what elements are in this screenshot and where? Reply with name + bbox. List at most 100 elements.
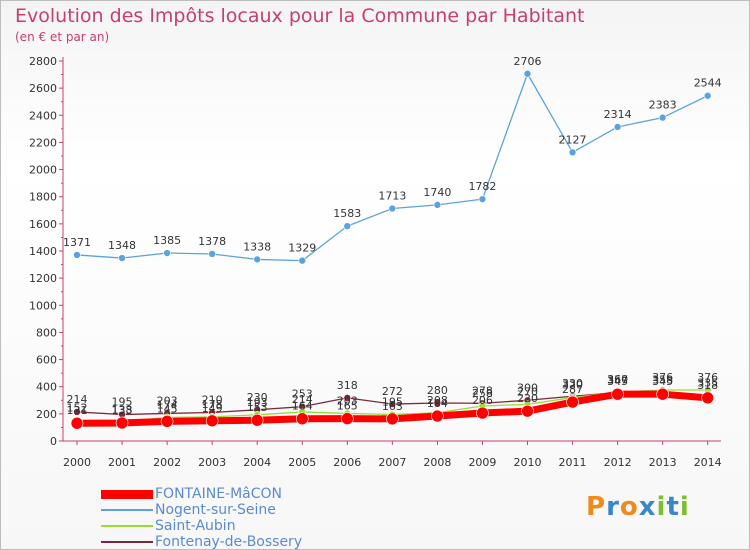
y-tick-label: 2400: [29, 109, 57, 122]
data-label: 203: [157, 394, 178, 407]
y-tick-label: 2000: [29, 164, 57, 177]
y-tick-label: 2200: [29, 136, 57, 149]
data-label: 210: [202, 394, 223, 407]
series-line-nogent-sur-seine: [76, 73, 708, 262]
data-label: 1385: [153, 234, 181, 247]
x-tick-label: 2003: [198, 456, 226, 469]
data-point-nogent-sur-seine: [163, 249, 171, 257]
data-label: 278: [472, 384, 493, 397]
data-label: 165: [337, 400, 358, 413]
data-label: 178: [202, 398, 223, 411]
y-tick-label: 2800: [29, 55, 57, 68]
x-tick-label: 2009: [468, 456, 496, 469]
data-point-fontaine-m-con: [340, 412, 354, 425]
data-label: 153: [247, 401, 268, 414]
y-tick-label: 0: [50, 435, 57, 448]
data-label: 131: [67, 404, 88, 417]
chart-axes: 0 200 400 600 800 1000 1200 1400 1600 1800 2000 220…: [29, 55, 722, 469]
legend-swatch: [101, 541, 153, 543]
data-point-nogent-sur-seine: [703, 91, 712, 100]
x-tick-label: 2012: [604, 456, 632, 469]
data-label: 230: [247, 391, 268, 404]
data-label: 138: [112, 403, 133, 416]
data-point-fontaine-m-con: [250, 413, 264, 427]
data-point-fontaine-m-con: [160, 415, 174, 428]
y-tick-label: 600: [36, 354, 57, 367]
data-label: 376: [652, 371, 673, 384]
logo-letter: i: [679, 492, 690, 522]
logo-letter: o: [619, 492, 639, 522]
data-point-fontaine-m-con: [431, 409, 444, 423]
data-point-fontaine-m-con: [566, 395, 579, 409]
data-label: 330: [562, 377, 583, 390]
data-point-fontaine-m-con: [701, 391, 715, 405]
data-label: 357: [607, 374, 628, 387]
legend-label: Nogent-sur-Seine: [155, 502, 276, 518]
x-tick-label: 2008: [423, 456, 451, 469]
data-label: 1371: [63, 236, 91, 249]
y-tick-label: 400: [36, 381, 57, 394]
data-label: 376: [697, 371, 718, 384]
data-label: 318: [697, 379, 718, 392]
data-label: 358: [652, 373, 673, 386]
logo-letter: x: [638, 492, 657, 522]
data-label: 195: [112, 396, 133, 409]
x-tick-label: 2010: [514, 456, 542, 469]
y-tick-label: 800: [36, 326, 57, 339]
data-label: 195: [382, 396, 403, 409]
data-label: 1782: [468, 180, 496, 193]
data-point-nogent-sur-seine: [253, 255, 262, 264]
legend-swatch: [101, 489, 153, 499]
data-point-fontaine-m-con: [115, 416, 129, 430]
data-label: 2314: [604, 108, 632, 121]
data-label: 133: [112, 404, 133, 417]
x-tick-label: 2011: [559, 456, 587, 469]
data-label: 280: [427, 384, 448, 397]
data-label: 1583: [333, 207, 361, 220]
data-label: 2544: [694, 77, 722, 90]
chart-title: Evolution des Impôts locaux pour la Comm…: [15, 5, 585, 27]
data-label: 345: [607, 375, 628, 388]
x-tick-label: 2013: [649, 456, 677, 469]
data-point-nogent-sur-seine: [478, 195, 487, 203]
data-label: 272: [382, 385, 403, 398]
data-label: 220: [517, 392, 538, 405]
y-tick-label: 1400: [29, 245, 57, 258]
logo-letter: r: [606, 492, 620, 522]
legend-swatch: [101, 525, 153, 527]
data-label: 164: [292, 400, 313, 413]
data-point-nogent-sur-seine: [523, 69, 532, 78]
data-label: 1329: [288, 242, 316, 255]
data-label: 214: [292, 393, 313, 406]
data-label: 1740: [423, 186, 451, 199]
data-point-nogent-sur-seine: [613, 123, 622, 131]
data-label: 320: [562, 379, 583, 392]
data-point-fontaine-m-con: [386, 412, 399, 426]
data-label: 258: [472, 387, 493, 400]
y-tick-label: 1000: [29, 299, 57, 312]
x-tick-label: 2007: [378, 456, 406, 469]
data-point-fontaine-m-con: [295, 412, 309, 426]
data-point-fontaine-m-con: [205, 414, 219, 428]
y-tick-label: 2600: [29, 82, 57, 95]
x-tick-label: 2000: [63, 456, 91, 469]
data-point-nogent-sur-seine: [568, 148, 577, 157]
data-label: 1338: [243, 240, 271, 253]
data-label: 193: [247, 396, 268, 409]
chart-subtitle: (en € et par an): [15, 30, 110, 44]
data-label: 345: [652, 375, 673, 388]
logo-letter: t: [666, 492, 680, 522]
data-label: 2383: [649, 99, 677, 112]
x-tick-label: 2001: [108, 456, 136, 469]
x-tick-label: 2014: [694, 456, 722, 469]
series-fontaine-m-con: [70, 387, 715, 430]
logo-letter: P: [586, 492, 607, 522]
data-point-fontaine-m-con: [656, 387, 669, 401]
data-point-nogent-sur-seine: [388, 204, 397, 213]
data-label: 1378: [198, 235, 226, 248]
data-point-nogent-sur-seine: [208, 250, 216, 258]
